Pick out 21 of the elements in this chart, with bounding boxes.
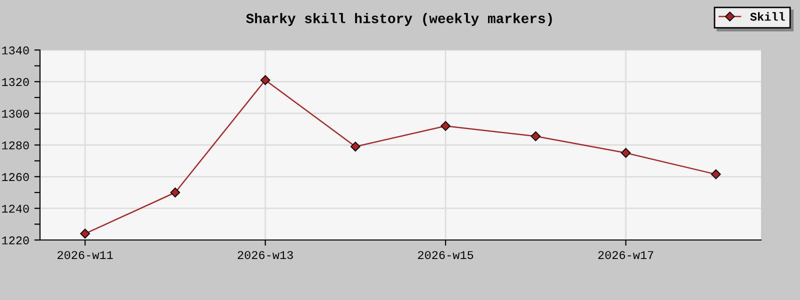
y-tick-label: 1320	[2, 78, 29, 86]
x-tick-label: 2026-w11	[58, 251, 113, 260]
point	[620, 148, 631, 158]
y-tick-label: 1280	[2, 141, 29, 150]
y-tick-label: 1300	[2, 110, 29, 118]
legend-label: Skill	[750, 12, 785, 21]
y-tick-label: 1240	[2, 204, 29, 213]
chart-title: Sharky skill history (weekly markers)	[246, 13, 552, 26]
point	[260, 75, 270, 85]
y-tick-label: 1260	[2, 173, 29, 182]
point	[170, 188, 180, 198]
x-tick-label: 2026-w15	[418, 251, 474, 260]
y-tick-label: 1340	[2, 46, 29, 54]
x-tick-label: 2026-w17	[598, 251, 654, 260]
y-tick-label: 1220	[2, 236, 29, 244]
point	[440, 121, 450, 131]
point	[530, 131, 541, 142]
point	[711, 169, 721, 180]
point	[80, 228, 90, 239]
point	[350, 142, 360, 152]
x-tick-label: 2026-w13	[238, 251, 293, 260]
